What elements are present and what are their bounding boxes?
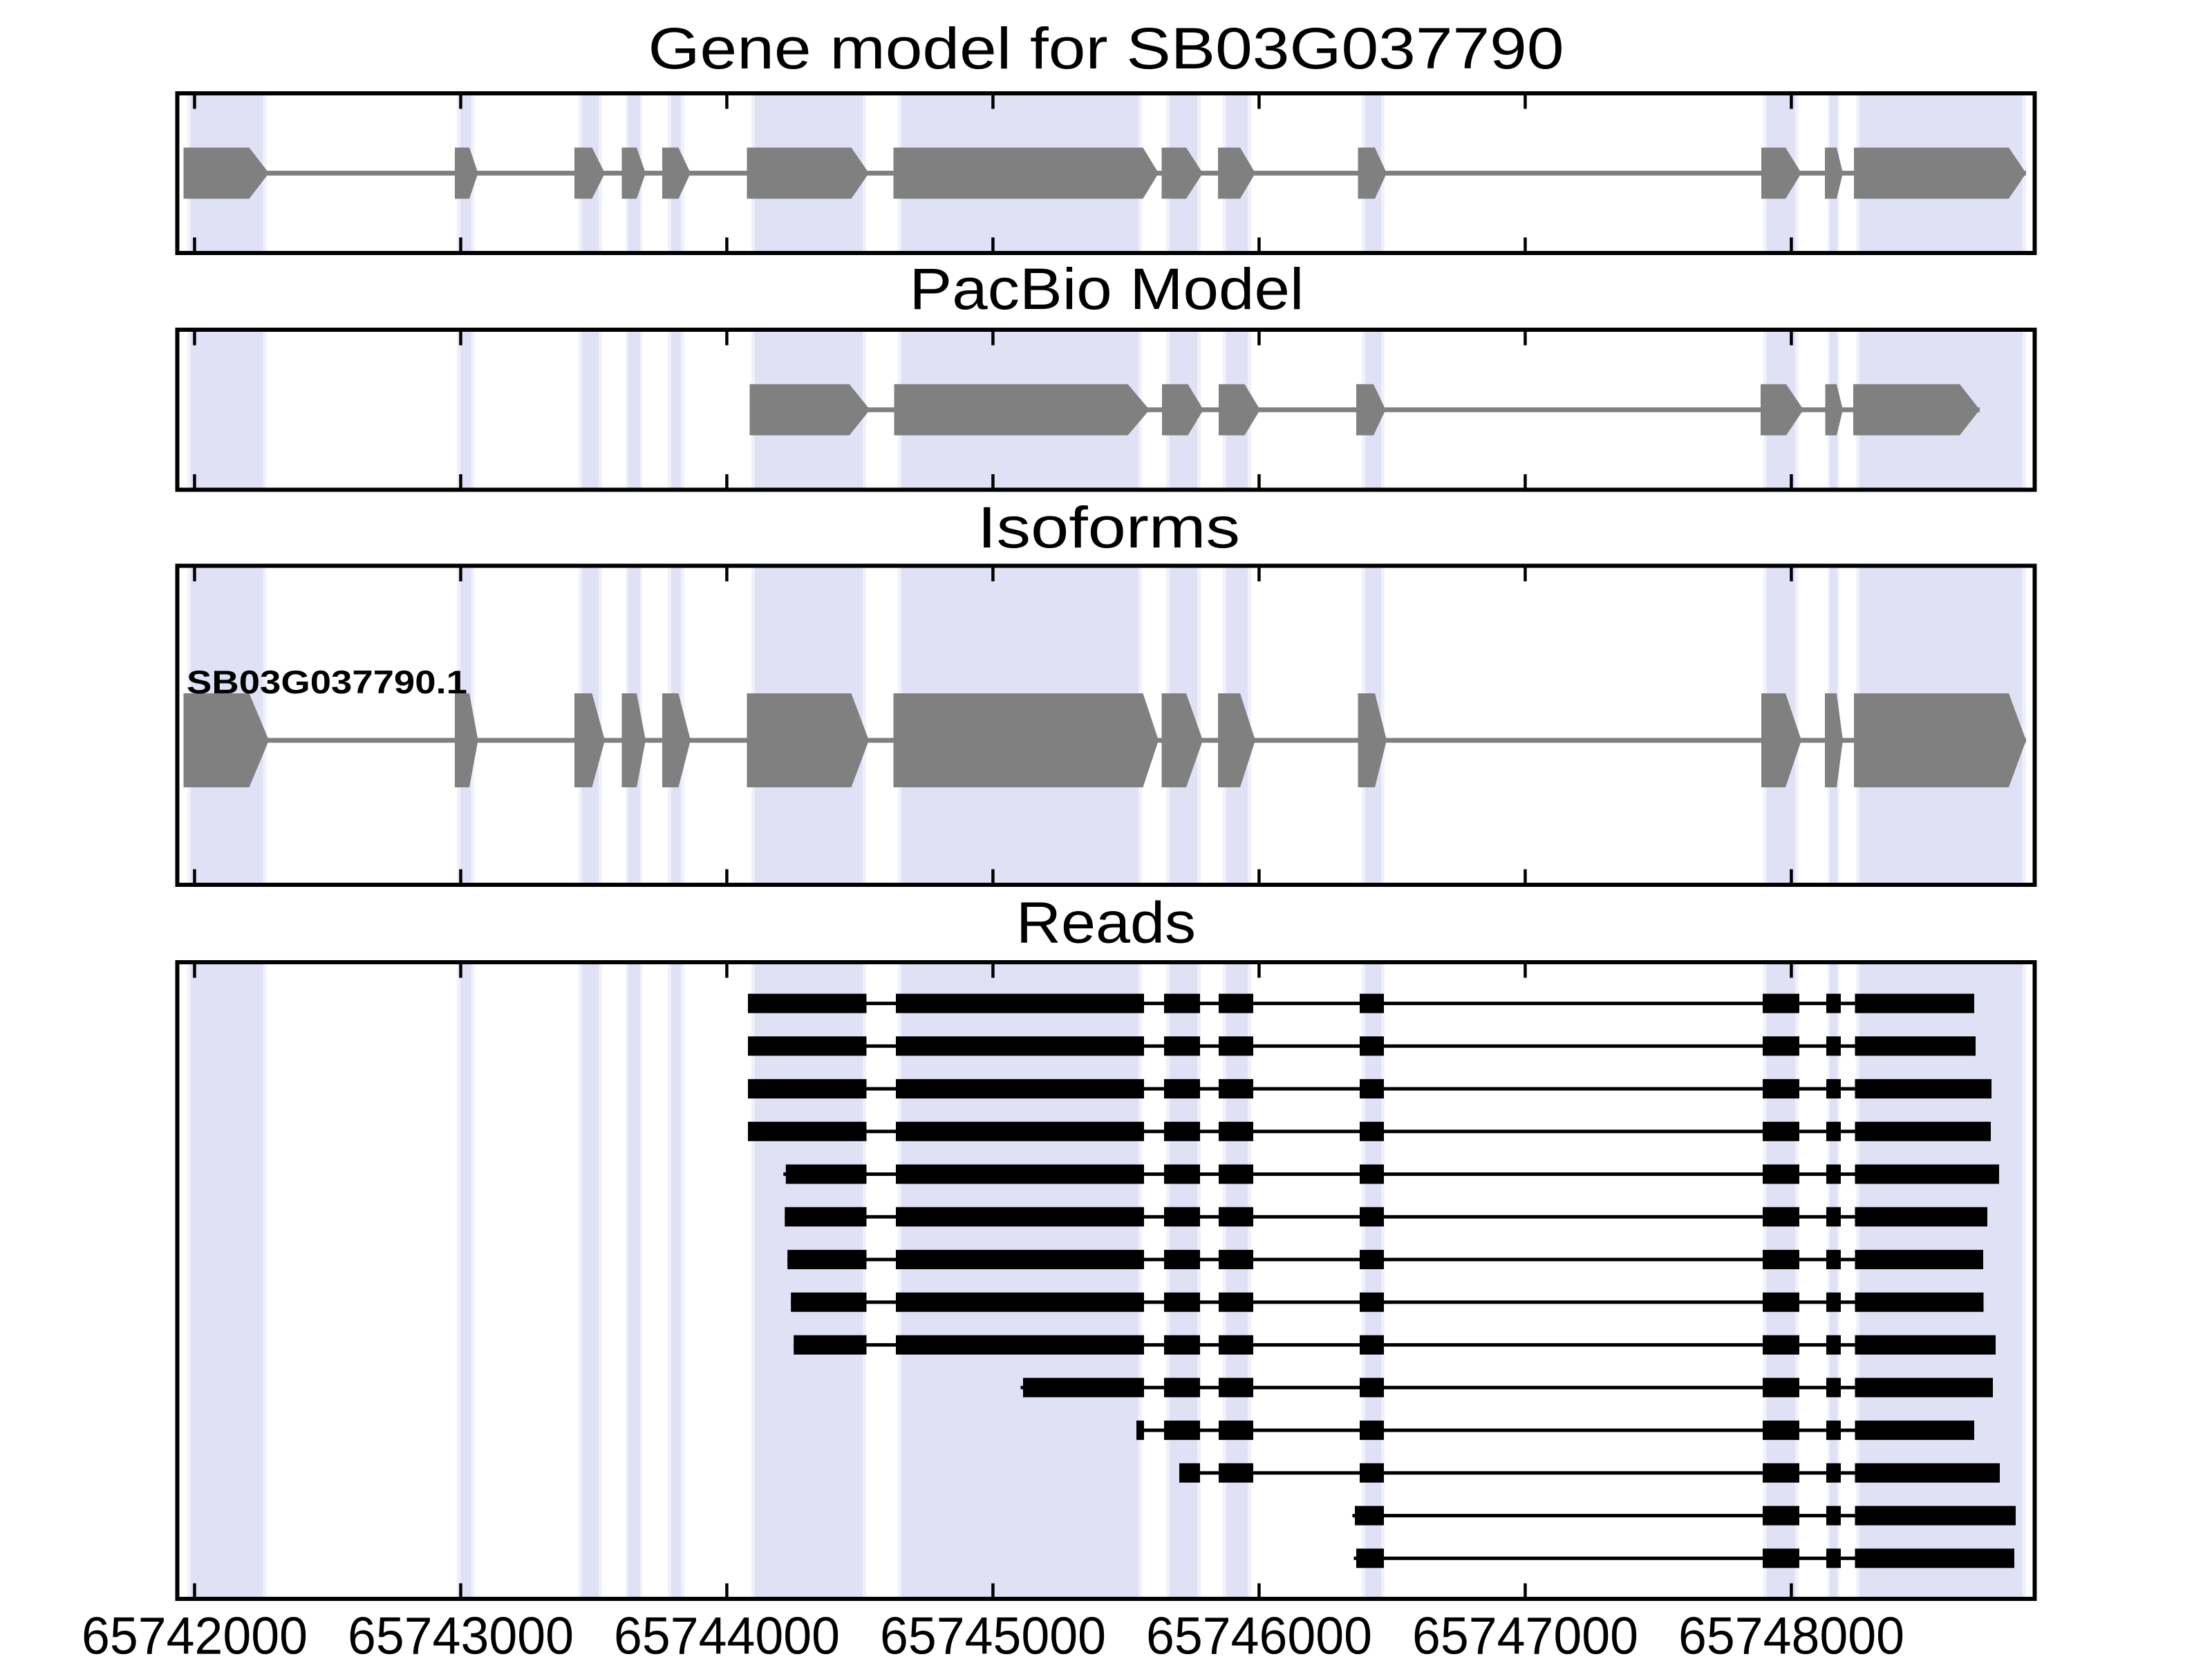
- svg-text:65746000: 65746000: [1146, 1607, 1372, 1659]
- svg-text:Isoforms: Isoforms: [977, 495, 1240, 560]
- svg-text:Reads: Reads: [1016, 890, 1196, 955]
- svg-text:65747000: 65747000: [1412, 1607, 1638, 1659]
- svg-text:65742000: 65742000: [82, 1607, 308, 1659]
- svg-text:Gene model for SB03G037790: Gene model for SB03G037790: [648, 16, 1564, 81]
- svg-text:65745000: 65745000: [880, 1607, 1106, 1659]
- svg-text:65748000: 65748000: [1678, 1607, 1904, 1659]
- svg-text:SB03G037790.1: SB03G037790.1: [187, 664, 467, 700]
- svg-text:65743000: 65743000: [348, 1607, 574, 1659]
- svg-text:PacBio Model: PacBio Model: [910, 256, 1304, 321]
- svg-text:65744000: 65744000: [614, 1607, 840, 1659]
